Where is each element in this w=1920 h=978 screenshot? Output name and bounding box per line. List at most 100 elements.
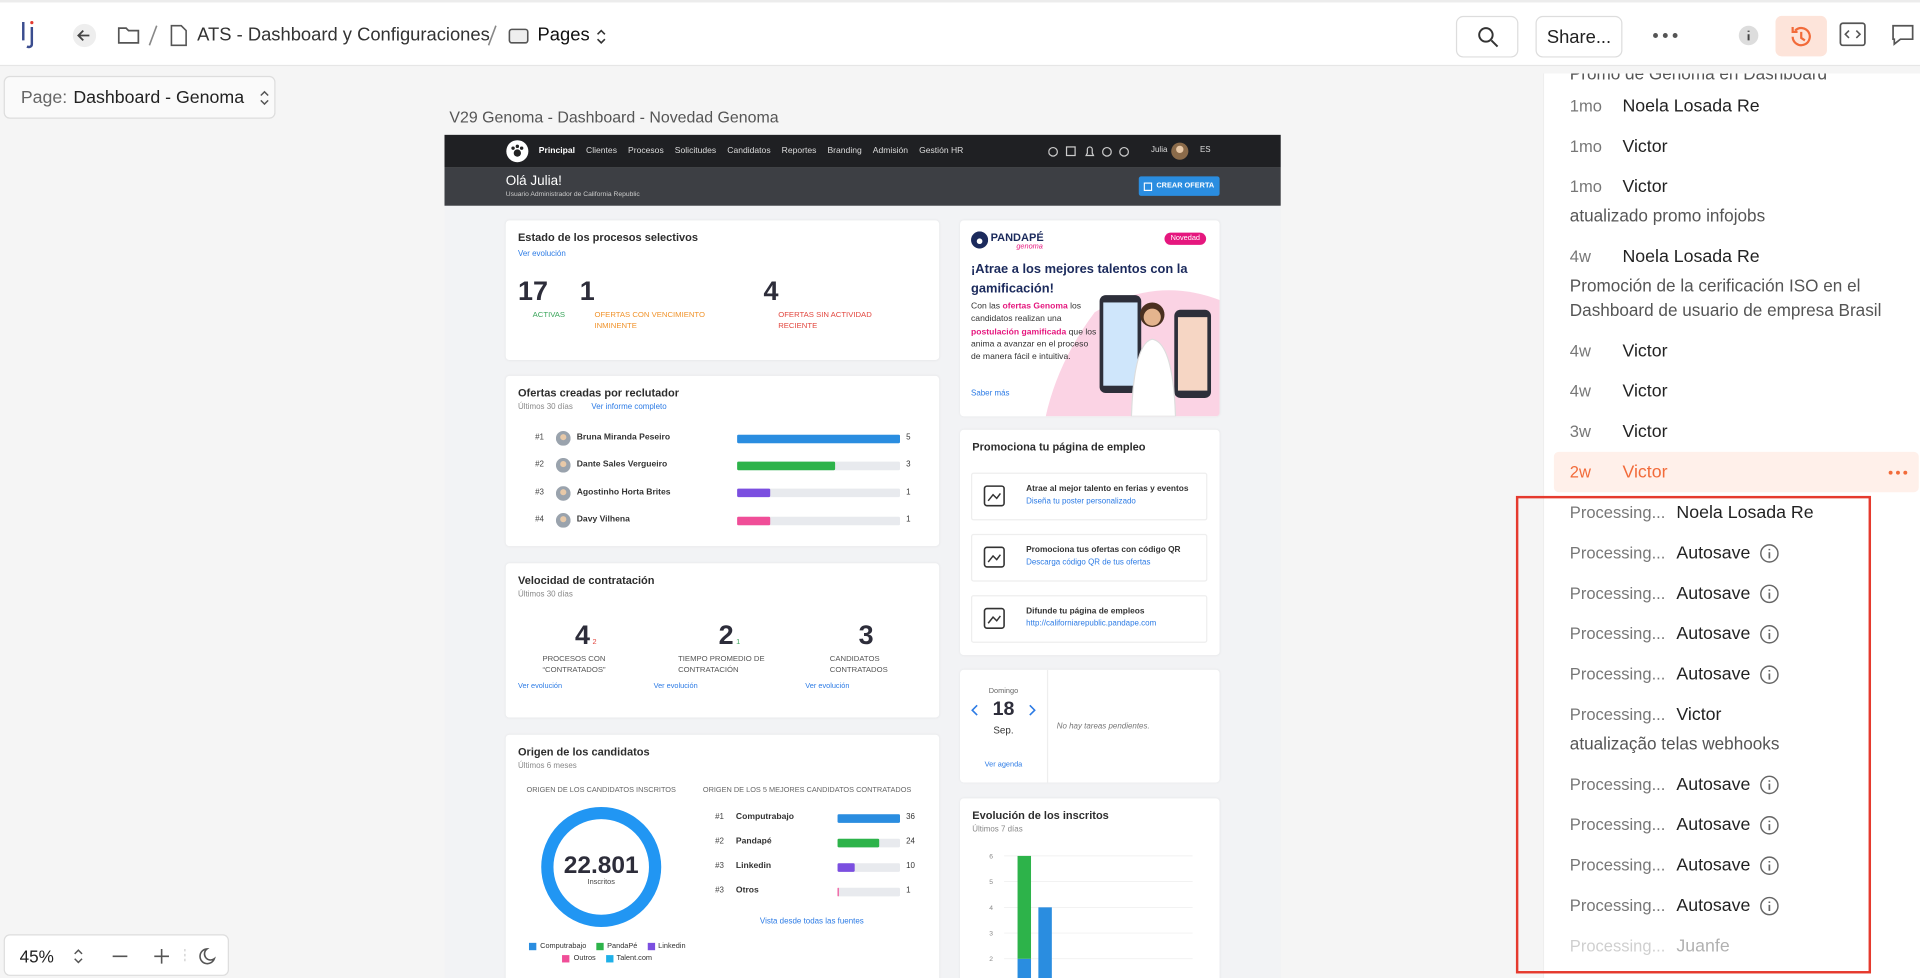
card-title: Velocidad de contratación <box>517 574 655 587</box>
history-row[interactable]: 1mo Victor <box>1544 126 1920 166</box>
breadcrumb-file[interactable]: ATS - Dashboard y Configuraciones <box>197 24 490 46</box>
promo-item[interactable]: Promociona tus ofertas con código QR Desc… <box>971 533 1208 582</box>
avatar <box>555 431 571 446</box>
back-button[interactable] <box>72 23 97 48</box>
nav-item[interactable]: Procesos <box>628 146 664 156</box>
info-icon <box>1759 624 1779 643</box>
legend-label: Outros <box>573 955 596 963</box>
card-link[interactable]: Ver evolución <box>517 249 566 259</box>
row-menu[interactable] <box>1888 470 1908 475</box>
stat-link[interactable]: Ver evolución <box>517 683 563 691</box>
nav-user[interactable]: Julia <box>1151 145 1168 155</box>
page-selector[interactable]: Page: Dashboard - Genoma <box>3 75 276 119</box>
history-row[interactable]: Processing... Juanfe <box>1544 926 1920 966</box>
row-value: 1 <box>906 886 911 896</box>
history-row[interactable]: Processing... Autosave <box>1544 654 1920 694</box>
history-row[interactable]: Processing... Autosave <box>1544 573 1920 613</box>
nav-item[interactable]: Clientes <box>586 146 617 156</box>
history-row[interactable]: 4w Noela Losada Re <box>1544 236 1920 276</box>
estado-card: Estado de los procesos selectivos Ver ev… <box>505 220 940 361</box>
card-link[interactable]: Vista desde todas las fuentes <box>759 917 864 926</box>
y-tick-label: 6 <box>989 853 993 860</box>
code-button[interactable] <box>1839 22 1866 47</box>
card-link[interactable]: Ver agenda <box>984 761 1023 769</box>
card-subtitle: Últimos 30 días <box>517 590 573 599</box>
legend-label: Computrabajo <box>540 942 587 951</box>
card-title: Ofertas creadas por reclutador <box>517 386 680 400</box>
item-icon <box>983 546 1005 568</box>
search-button[interactable] <box>1455 15 1519 58</box>
evolucion-card: Evolución de los inscritos Últimos 7 día… <box>960 798 1220 978</box>
history-note: Promoción de la cerificación ISO en el D… <box>1569 275 1882 320</box>
item-link[interactable]: Diseña tu poster personalizado <box>1026 497 1136 506</box>
info-icon <box>1759 774 1779 794</box>
date-arrows[interactable] <box>971 704 1036 716</box>
row-name: Pandapé <box>735 837 772 847</box>
more-button[interactable] <box>1652 32 1679 39</box>
nav-item[interactable]: Branding <box>827 146 862 156</box>
comments-button[interactable] <box>1889 22 1920 49</box>
card-link[interactable]: Saber más <box>971 389 1010 398</box>
history-row[interactable]: 3w Victor <box>1544 411 1920 451</box>
history-note: atualizado promo infojobs <box>1569 205 1766 226</box>
history-row[interactable]: 2w Victor <box>1553 451 1919 493</box>
nav-item[interactable]: Reportes <box>781 146 817 156</box>
history-row[interactable]: 4w Victor <box>1544 371 1920 411</box>
nav-item[interactable]: Principal <box>538 146 575 156</box>
icon-frame <box>983 607 1005 629</box>
history-time: Processing... <box>1569 815 1666 834</box>
zoom-buttons[interactable] <box>71 945 225 967</box>
history-time: Processing... <box>1569 896 1666 915</box>
history-row[interactable]: 1mo Noela Losada Re <box>1544 86 1920 126</box>
history-time: 3w <box>1569 422 1591 441</box>
avatar <box>555 485 571 501</box>
stat-link[interactable]: Ver evolución <box>805 683 850 691</box>
history-row[interactable]: Processing... Autosave <box>1544 804 1920 844</box>
card-title: Evolución de los inscritos <box>972 809 1109 822</box>
chevron[interactable] <box>595 27 607 47</box>
legend-label: Talent.com <box>616 955 653 963</box>
history-author: Juanfe <box>1676 936 1730 956</box>
dashboard-frame: Principal Clientes Procesos Solicitudes Cand… <box>444 134 1281 978</box>
history-author: Autosave <box>1676 895 1751 916</box>
share-button[interactable]: Share... <box>1535 15 1623 58</box>
nav-item[interactable]: Solicitudes <box>674 146 717 156</box>
nav-item[interactable]: Gestión HR <box>919 146 964 156</box>
history-row[interactable]: Processing... Autosave <box>1544 885 1920 925</box>
history-row[interactable]: Processing... Noela Losada Re <box>1544 492 1920 532</box>
nav-language[interactable]: ES <box>1200 145 1211 155</box>
breadcrumb-pages[interactable]: Pages <box>537 24 590 46</box>
rows: #1 Computrabajo 36 #2 Pandapé 24 #3 Linkedin 10 #… <box>506 735 939 978</box>
card-title: Origen de los candidatos <box>517 745 650 758</box>
history-row[interactable]: Processing... Autosave <box>1544 845 1920 885</box>
item-title: Promociona tus ofertas con código QR <box>1026 546 1181 555</box>
stat-label: OFERTAS SIN ACTIVIDAD RECIENTE <box>778 311 872 331</box>
promo-item[interactable]: Atrae al mejor talento en ferias y event… <box>971 472 1208 521</box>
stats: 17 ACTIVAS 1 OFERTAS CON VENCIMIENTO INMINE… <box>518 276 927 343</box>
history-button[interactable] <box>1775 15 1827 57</box>
stat-link[interactable]: Ver evolución <box>653 683 698 691</box>
bar-track <box>837 862 901 872</box>
history-row[interactable]: Processing... Autosave <box>1544 533 1920 573</box>
zoom-value[interactable]: 45% <box>19 946 54 967</box>
promo-item[interactable]: Difunde tu página de empleos http://calif… <box>971 595 1208 643</box>
history-row[interactable]: Processing... Victor <box>1544 694 1920 734</box>
info-button[interactable] <box>1738 24 1760 46</box>
history-row[interactable]: 4w Victor <box>1544 331 1920 371</box>
history-time: Processing... <box>1569 775 1666 794</box>
card-subtitle: Últimos 7 días <box>972 825 1023 834</box>
create-offer-button[interactable]: CREAR OFERTA <box>1138 176 1220 196</box>
nav-item[interactable]: Admisión <box>872 146 909 156</box>
history-row[interactable]: Processing... Autosave <box>1544 764 1920 804</box>
history-row[interactable]: Processing... Autosave <box>1544 613 1920 653</box>
donut <box>541 806 662 927</box>
folder-icon[interactable] <box>117 26 140 44</box>
history-row[interactable]: 1mo Victor <box>1544 167 1920 207</box>
item-link[interactable]: Descarga código QR de tus ofertas <box>1026 558 1151 567</box>
nav-item[interactable]: Candidatos <box>727 146 771 156</box>
item-link[interactable]: http://californiarepublic.pandape.com <box>1026 619 1157 629</box>
history-author: Victor <box>1622 176 1668 197</box>
card-link[interactable]: Ver informe completo <box>591 402 667 412</box>
